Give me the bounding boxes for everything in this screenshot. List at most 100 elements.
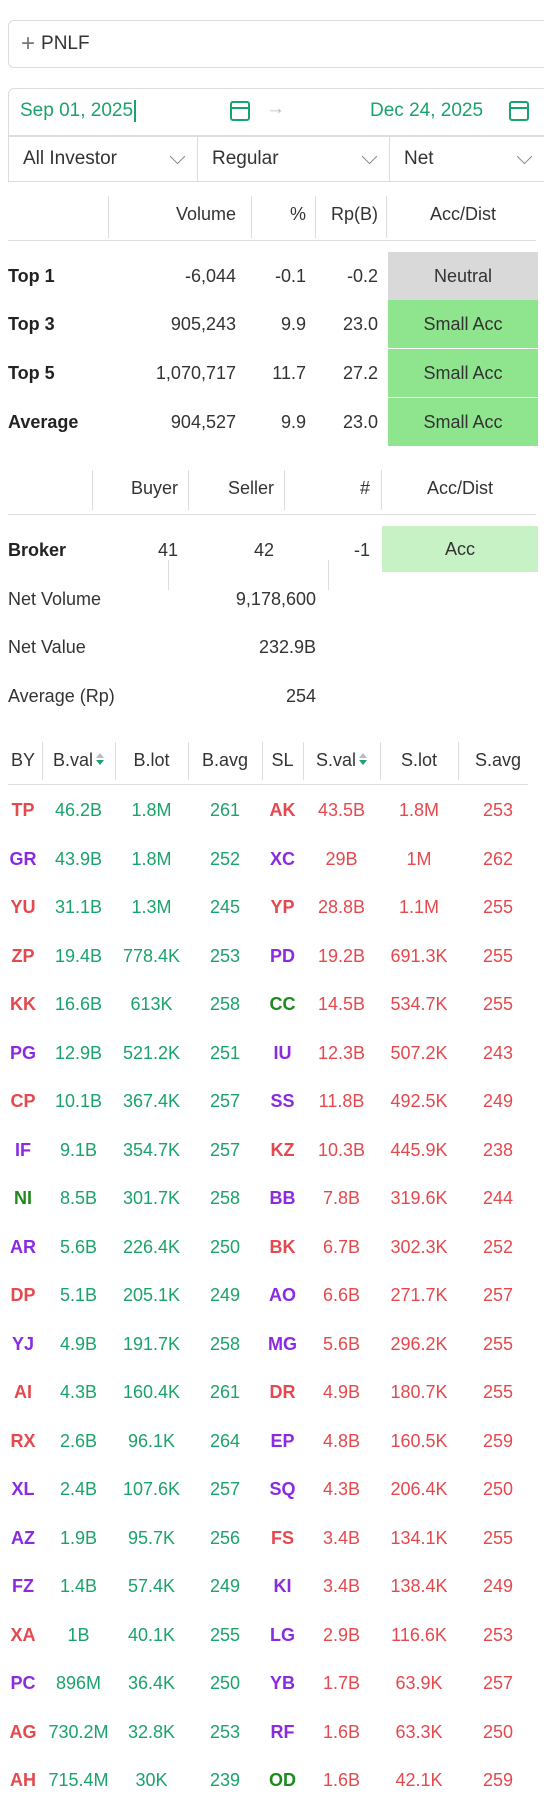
seller-code[interactable]: YB	[269, 1673, 295, 1693]
buyer-code[interactable]: AR	[10, 1236, 36, 1257]
divider	[386, 196, 387, 238]
buyer-code[interactable]: TP	[11, 800, 35, 820]
header-bval[interactable]: B.val	[42, 750, 115, 771]
header-acc-dist: Acc/Dist	[429, 204, 496, 224]
buy-lot: 367.4K	[122, 1091, 181, 1111]
buy-avg: 249	[209, 1576, 241, 1596]
buyer-code[interactable]: XA	[10, 1624, 36, 1645]
stock-code: PNLF	[41, 33, 90, 54]
stock-search-bar[interactable]: + PNLF	[8, 20, 544, 68]
buy-lot: 301.7K	[122, 1188, 181, 1208]
buy-lot: 205.1K	[122, 1285, 181, 1305]
seller-code[interactable]: EP	[270, 1430, 295, 1451]
seller-code[interactable]: MG	[268, 1333, 297, 1354]
sort-icon[interactable]	[359, 753, 368, 766]
sell-avg: 257	[482, 1673, 514, 1693]
seller-code[interactable]: FS	[270, 1527, 294, 1548]
buy-lot: 57.4K	[127, 1576, 176, 1596]
sell-value: 28.8B	[317, 897, 366, 917]
seller-code[interactable]: SQ	[269, 1479, 296, 1499]
sell-value: 6.7B	[322, 1236, 361, 1257]
sell-avg: 255	[482, 1333, 514, 1354]
date-range-box[interactable]	[8, 88, 544, 136]
seller-code[interactable]: KI	[273, 1576, 292, 1596]
sell-value: 3.4B	[322, 1527, 361, 1548]
seller-code[interactable]: AK	[269, 800, 296, 820]
buyer-code[interactable]: IF	[15, 1139, 31, 1160]
header-sl: SL	[271, 750, 294, 770]
buyer-code[interactable]: DP	[10, 1285, 36, 1305]
buy-value: 5.1B	[59, 1285, 98, 1305]
sell-lot: 1.8M	[398, 800, 440, 820]
buy-lot: 1.3M	[131, 897, 172, 917]
buyer-code[interactable]: GR	[9, 848, 37, 869]
sell-lot: 1M	[406, 848, 432, 869]
buyer-code[interactable]: PC	[10, 1673, 36, 1693]
calendar-icon[interactable]	[509, 101, 529, 121]
buyer-code[interactable]: YJ	[11, 1333, 35, 1354]
buyer-code[interactable]: KK	[10, 994, 36, 1014]
sell-value: 12.3B	[317, 1042, 366, 1063]
buy-lot: 521.2K	[122, 1042, 181, 1063]
sell-avg: 255	[482, 945, 514, 966]
acc-dist-badge: Small Acc	[388, 300, 538, 348]
header-sval[interactable]: S.val	[303, 750, 380, 771]
sell-avg: 253	[482, 1624, 514, 1645]
divider	[303, 742, 304, 780]
net-type-select[interactable]: Net	[389, 136, 544, 182]
buyer-code[interactable]: PG	[9, 1042, 36, 1063]
sell-lot: 138.4K	[390, 1576, 448, 1596]
buyer-code[interactable]: NI	[14, 1188, 32, 1208]
buy-avg: 257	[209, 1091, 241, 1111]
sell-value: 1.6B	[322, 1770, 361, 1790]
seller-code[interactable]: BK	[269, 1236, 296, 1257]
average-price-value: 254	[285, 686, 316, 706]
sell-lot: 206.4K	[390, 1479, 448, 1499]
buyer-code[interactable]: RX	[10, 1430, 36, 1451]
buyer-code[interactable]: AH	[10, 1770, 36, 1790]
calendar-icon[interactable]	[230, 101, 250, 121]
sell-lot: 534.7K	[390, 994, 448, 1014]
seller-code[interactable]: RF	[270, 1721, 295, 1742]
seller-code[interactable]: YP	[270, 897, 295, 917]
buy-value: 730.2M	[48, 1721, 109, 1742]
seller-code[interactable]: SS	[270, 1091, 295, 1111]
plus-icon[interactable]: +	[21, 30, 36, 57]
seller-code[interactable]: CC	[269, 994, 296, 1014]
divider	[92, 470, 93, 510]
sell-value: 6.6B	[322, 1285, 361, 1305]
sell-avg: 250	[482, 1479, 514, 1499]
buy-lot: 160.4K	[122, 1382, 181, 1402]
end-date-input[interactable]: Dec 24, 2025	[370, 100, 484, 121]
sort-icon[interactable]	[96, 753, 105, 766]
seller-code[interactable]: AO	[269, 1285, 296, 1305]
start-date-input[interactable]: Sep 01, 2025	[20, 100, 137, 122]
buyer-code[interactable]: ZP	[11, 945, 35, 966]
buyer-code[interactable]: XL	[11, 1479, 35, 1499]
buy-lot: 1.8M	[131, 848, 172, 869]
buyer-code[interactable]: AZ	[11, 1527, 35, 1548]
seller-code[interactable]: OD	[269, 1770, 296, 1790]
sell-value: 5.6B	[322, 1333, 361, 1354]
buy-avg: 258	[209, 1333, 241, 1354]
seller-code[interactable]: KZ	[270, 1139, 295, 1160]
seller-code[interactable]: IU	[273, 1042, 292, 1063]
buyer-code[interactable]: YU	[10, 897, 36, 917]
acc-dist-badge: Acc	[382, 526, 538, 572]
net-volume-label: Net Volume	[8, 589, 102, 609]
buyer-code[interactable]: CP	[10, 1091, 36, 1111]
sell-lot: 691.3K	[390, 945, 448, 966]
buy-lot: 32.8K	[127, 1721, 176, 1742]
buyer-code[interactable]: AI	[14, 1382, 32, 1402]
investor-type-select[interactable]: All Investor	[8, 136, 198, 182]
average-price-label: Average (Rp)	[8, 686, 115, 706]
sell-value: 4.8B	[322, 1430, 361, 1451]
seller-code[interactable]: PD	[269, 945, 295, 966]
board-type-select[interactable]: Regular	[197, 136, 390, 182]
seller-code[interactable]: BB	[269, 1188, 296, 1208]
buyer-code[interactable]: FZ	[12, 1576, 34, 1596]
seller-code[interactable]: DR	[269, 1382, 296, 1402]
seller-code[interactable]: LG	[270, 1624, 295, 1645]
buyer-code[interactable]: AG	[9, 1721, 37, 1742]
seller-code[interactable]: XC	[269, 848, 295, 869]
